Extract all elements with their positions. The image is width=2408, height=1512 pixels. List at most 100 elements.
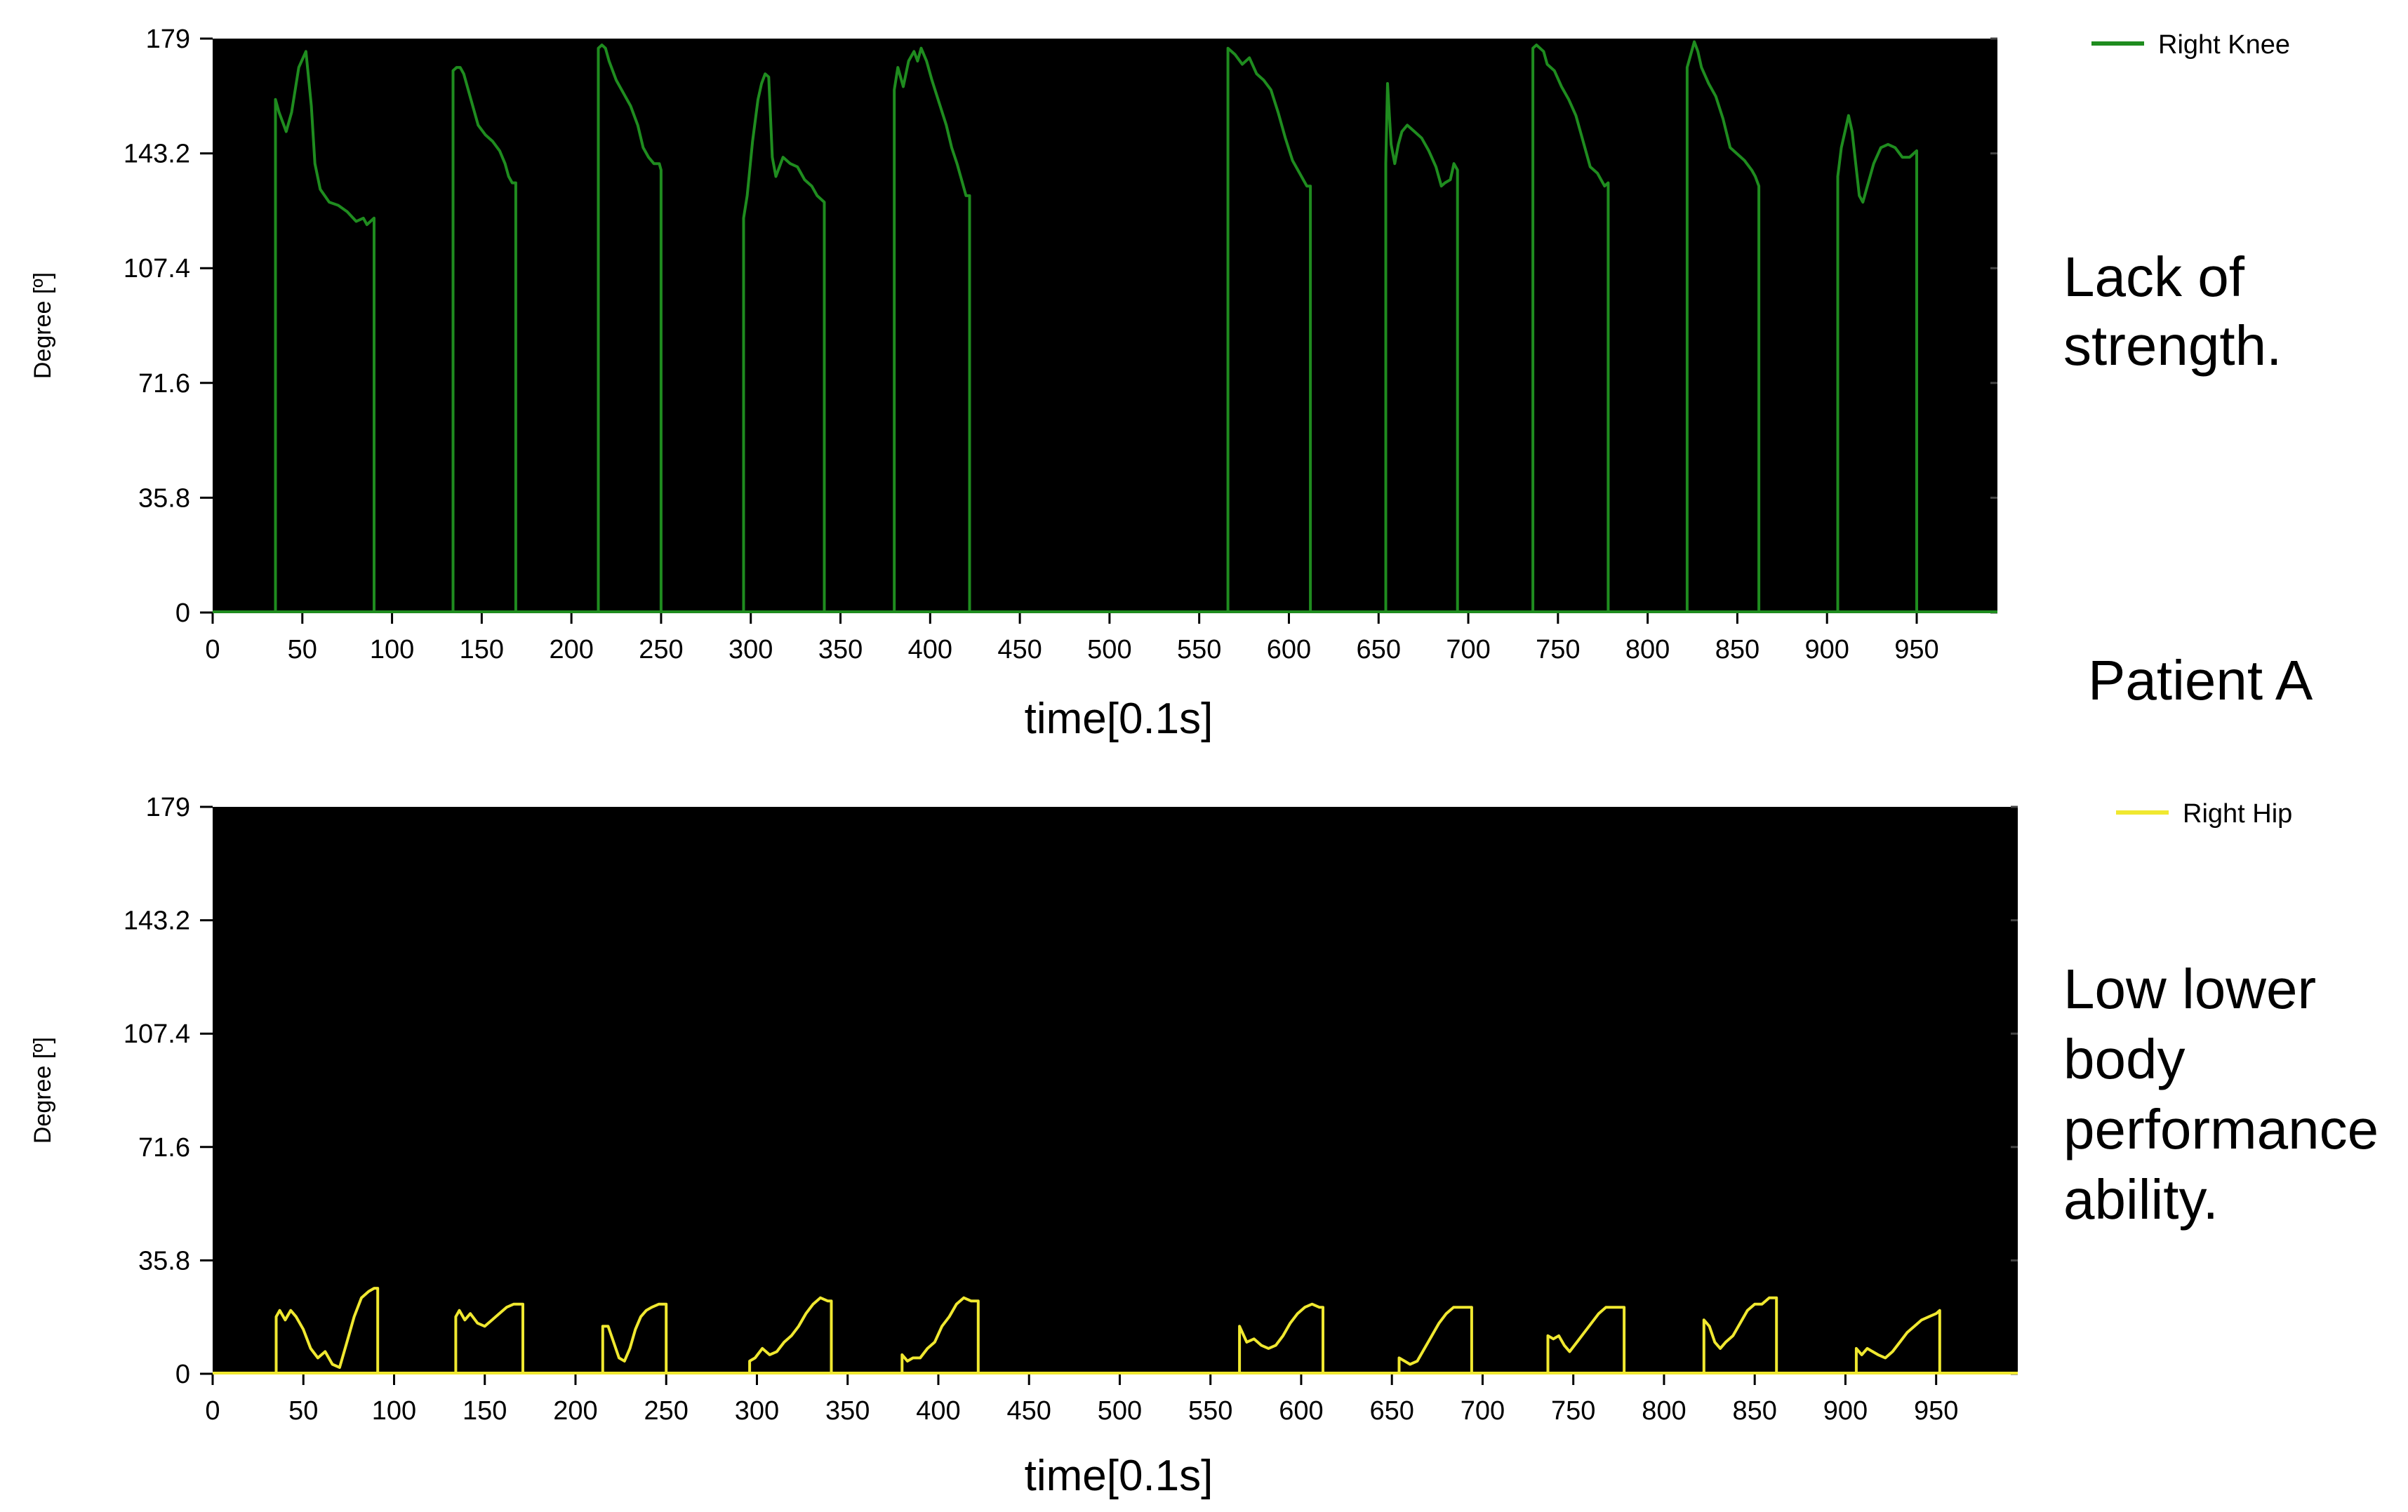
x-tick-label: 100	[372, 1396, 416, 1426]
series-line-segment	[748, 1296, 833, 1374]
hip-annotation-line: body	[2063, 1028, 2185, 1090]
x-tick-label: 400	[908, 635, 952, 664]
series-line-segment	[1854, 1309, 1941, 1374]
hip-legend: Right Hip	[2116, 799, 2292, 829]
y-tick-label: 143.2	[124, 906, 190, 936]
x-tick-label: 850	[1732, 1396, 1776, 1426]
x-tick-label: 800	[1625, 635, 1670, 664]
series-line-segment	[451, 66, 517, 613]
x-tick-label: 300	[735, 1396, 779, 1426]
y-tick-label: 143.2	[124, 140, 190, 169]
x-tick-label: 900	[1823, 1396, 1868, 1426]
hip-annotation-line: performance	[2063, 1098, 2379, 1160]
series-line-segment	[893, 46, 971, 613]
x-tick-label: 800	[1642, 1396, 1686, 1426]
series-line-segment	[900, 1296, 980, 1374]
hip-chart: 0 35.8 71.6 107.4 143.2 179 0 50 100 150 200 250 30…	[29, 793, 2394, 1500]
x-tick-label: 850	[1715, 635, 1760, 664]
y-tick-label: 35.8	[138, 483, 190, 513]
y-tick-label: 71.6	[138, 369, 190, 399]
knee-y-tick-labels: 0 35.8 71.6 107.4 143.2 179	[124, 25, 190, 628]
x-tick-label: 300	[729, 635, 773, 664]
series-line-segment	[1238, 1302, 1324, 1374]
x-tick-label: 650	[1357, 635, 1401, 664]
y-tick-label: 0	[175, 598, 190, 628]
x-tick-label: 50	[288, 635, 317, 664]
hip-annotation-line: Low lower	[2063, 958, 2316, 1020]
series-line-segment	[274, 1287, 380, 1374]
hip-annotation: Low lower body performance ability.	[2063, 958, 2394, 1231]
hip-y-tick-labels: 0 35.8 71.6 107.4 143.2 179	[124, 793, 190, 1389]
y-tick-label: 35.8	[138, 1246, 190, 1276]
x-tick-label: 550	[1188, 1396, 1232, 1426]
x-tick-label: 150	[463, 1396, 507, 1426]
x-tick-label: 500	[1098, 1396, 1142, 1426]
y-tick-label: 107.4	[124, 1019, 190, 1049]
x-tick-label: 350	[825, 1396, 870, 1426]
knee-series	[213, 40, 1997, 613]
series-line-segment	[1702, 1296, 1778, 1374]
series-line-segment	[601, 1302, 668, 1374]
x-tick-label: 350	[818, 635, 863, 664]
series-line-segment	[1226, 46, 1312, 613]
x-tick-label: 150	[460, 635, 504, 664]
knee-x-axis-label: time[0.1s]	[1025, 695, 1213, 743]
x-tick-label: 200	[549, 635, 593, 664]
x-tick-label: 100	[370, 635, 414, 664]
x-tick-label: 0	[205, 635, 220, 664]
x-tick-label: 700	[1461, 1396, 1505, 1426]
series-line-segment	[454, 1302, 524, 1374]
hip-x-axis-label: time[0.1s]	[1025, 1452, 1213, 1500]
hip-y-axis-label: Degree [º]	[29, 1037, 56, 1144]
x-tick-label: 750	[1536, 635, 1580, 664]
knee-annotation-line: strength.	[2063, 314, 2282, 377]
x-tick-label: 250	[639, 635, 683, 664]
series-line-segment	[597, 44, 663, 613]
x-tick-label: 600	[1279, 1396, 1323, 1426]
series-line-segment	[1685, 40, 1761, 613]
hip-annotation-line: ability.	[2063, 1168, 2219, 1231]
x-tick-label: 550	[1177, 635, 1221, 664]
series-line-segment	[1397, 1306, 1473, 1374]
y-tick-label: 71.6	[138, 1133, 190, 1163]
hip-axis-ticks	[200, 805, 2018, 1385]
x-tick-label: 450	[997, 635, 1042, 664]
series-line-segment	[742, 72, 826, 613]
x-tick-label: 650	[1369, 1396, 1413, 1426]
knee-chart: 0 35.8 71.6 107.4 143.2 179 0 50 100 150 200 250 30…	[29, 25, 2290, 743]
y-tick-label: 107.4	[124, 254, 190, 283]
hip-legend-label: Right Hip	[2183, 799, 2292, 829]
knee-legend: Right Knee	[2091, 30, 2290, 60]
series-line-segment	[274, 50, 375, 613]
y-tick-label: 179	[146, 25, 190, 54]
series-line-segment	[1546, 1306, 1626, 1374]
x-tick-label: 750	[1551, 1396, 1595, 1426]
x-tick-label: 950	[1914, 1396, 1958, 1426]
series-line-segment	[1384, 82, 1459, 613]
x-tick-label: 450	[1007, 1396, 1051, 1426]
x-tick-label: 600	[1267, 635, 1311, 664]
x-tick-label: 50	[288, 1396, 318, 1426]
x-tick-label: 950	[1894, 635, 1938, 664]
hip-x-tick-labels: 0 50 100 150 200 250 300 350 400 450 500 550 600 650 7…	[205, 1396, 1958, 1426]
patient-label: Patient A	[2088, 649, 2313, 711]
x-tick-label: 700	[1446, 635, 1490, 664]
x-tick-label: 0	[205, 1396, 220, 1426]
knee-x-tick-labels: 0 50 100 150 200 250 300 350 400 450 500 550 600 650 7…	[205, 635, 1938, 664]
y-tick-label: 0	[175, 1360, 190, 1389]
x-tick-label: 400	[916, 1396, 960, 1426]
series-line-segment	[1836, 114, 1918, 613]
knee-annotation: Lack of strength.	[2063, 246, 2282, 377]
x-tick-label: 250	[644, 1396, 689, 1426]
hip-series	[213, 1287, 2018, 1374]
knee-y-axis-label: Degree [º]	[29, 272, 56, 379]
series-line-segment	[1531, 44, 1610, 613]
knee-plot-area	[213, 39, 1997, 613]
y-tick-label: 179	[146, 793, 190, 822]
knee-annotation-line: Lack of	[2063, 246, 2245, 308]
x-tick-label: 200	[553, 1396, 597, 1426]
x-tick-label: 500	[1087, 635, 1131, 664]
knee-axis-ticks	[200, 37, 1997, 624]
knee-legend-label: Right Knee	[2158, 30, 2290, 60]
